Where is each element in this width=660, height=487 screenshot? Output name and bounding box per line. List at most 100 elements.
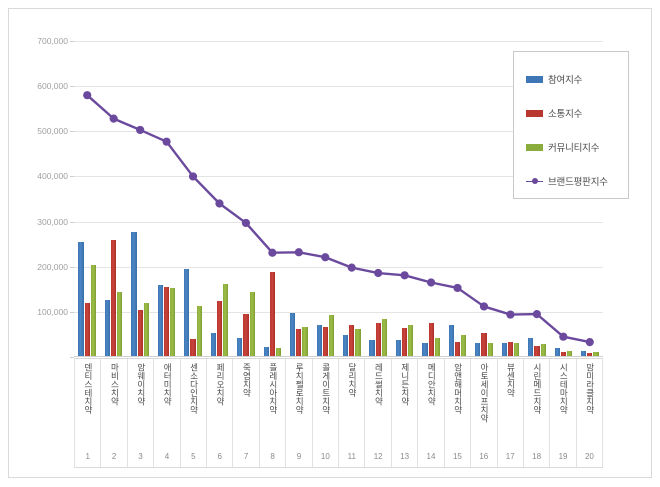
bar-1 bbox=[316, 324, 322, 357]
category-rank: 13 bbox=[400, 452, 410, 461]
y-axis-tick-label: 700,000 bbox=[37, 36, 68, 46]
bar-1 bbox=[104, 299, 111, 357]
legend-item[interactable]: 커뮤니티지수 bbox=[526, 130, 628, 164]
bar-group bbox=[577, 41, 603, 357]
category-rank: 20 bbox=[584, 452, 594, 461]
bar-1 bbox=[501, 343, 507, 357]
bar-1 bbox=[78, 241, 84, 357]
bar-1 bbox=[342, 335, 349, 357]
category-rank: 10 bbox=[320, 452, 330, 461]
category-label: 콜게이트치약 bbox=[321, 363, 331, 414]
legend-item[interactable]: 참여지수 bbox=[526, 62, 628, 96]
category-rank: 5 bbox=[191, 452, 196, 461]
bar-2 bbox=[163, 286, 170, 357]
category-rank: 2 bbox=[111, 452, 117, 461]
bar-3 bbox=[90, 265, 96, 357]
category-label: 플레시아치약 bbox=[268, 363, 278, 414]
category-cell: 암앤해머치약 15 bbox=[445, 359, 472, 467]
category-cell: 애터미치약 4 bbox=[154, 359, 181, 467]
bar-group bbox=[550, 41, 576, 357]
bar-group bbox=[259, 41, 285, 357]
category-label: 메디안치약 bbox=[426, 363, 436, 406]
category-rank: 16 bbox=[479, 452, 489, 461]
bar-1 bbox=[369, 340, 375, 357]
category-rank: 6 bbox=[217, 452, 222, 461]
category-label: 애터미치약 bbox=[162, 363, 172, 406]
chart-frame: 700,000 600,000 500,000 400,000 300,000 200,0… bbox=[8, 8, 652, 478]
legend-item[interactable]: 브랜드평판지수 bbox=[526, 164, 628, 198]
bar-group bbox=[233, 41, 259, 357]
category-rank: 9 bbox=[296, 452, 302, 461]
category-label: 달리치약 bbox=[347, 363, 357, 397]
bar-group bbox=[471, 41, 497, 357]
bar-2 bbox=[296, 329, 302, 357]
category-cell: 시린메드치약 18 bbox=[524, 359, 551, 467]
legend-label: 참여지수 bbox=[548, 75, 583, 86]
legend-label: 소통지수 bbox=[548, 109, 583, 120]
gridline bbox=[74, 41, 603, 42]
bar-group bbox=[206, 41, 232, 357]
x-axis-baseline bbox=[74, 356, 603, 357]
category-label: 죽염치약 bbox=[241, 363, 251, 397]
bar-1 bbox=[131, 231, 137, 357]
category-label: 센소다인치약 bbox=[189, 363, 199, 414]
bar-1 bbox=[554, 348, 560, 357]
category-cell: 제니든치약 13 bbox=[392, 359, 419, 467]
y-axis-tickmark bbox=[70, 86, 74, 88]
bar-2 bbox=[560, 351, 566, 357]
y-axis-tickmark bbox=[70, 311, 74, 313]
category-label: 뷰센치약 bbox=[505, 363, 515, 397]
bar-group bbox=[100, 41, 126, 357]
category-cell: 죽염치약 7 bbox=[233, 359, 260, 467]
bar-3 bbox=[434, 337, 440, 357]
category-cell: 달리치약 11 bbox=[339, 359, 366, 467]
bar-1 bbox=[263, 347, 269, 357]
category-cell: 레드썰치약 12 bbox=[365, 359, 392, 467]
bar-3 bbox=[117, 292, 123, 357]
legend-swatch-icon bbox=[526, 177, 543, 186]
category-cell: 센소다인치약 5 bbox=[181, 359, 208, 467]
category-cell: 루치펠로치약 9 bbox=[286, 359, 313, 467]
bar-group bbox=[286, 41, 312, 357]
category-cell: 플레시아치약 8 bbox=[260, 359, 287, 467]
bar-2 bbox=[349, 325, 355, 357]
bar-1 bbox=[184, 268, 190, 357]
bar-2 bbox=[84, 302, 90, 357]
legend-label: 브랜드평판지수 bbox=[548, 177, 608, 188]
bar-1 bbox=[422, 342, 428, 357]
category-rank: 11 bbox=[347, 452, 356, 461]
legend-item[interactable]: 소통지수 bbox=[526, 96, 628, 130]
category-label: 레드썰치약 bbox=[373, 363, 383, 406]
category-label: 시스테마치약 bbox=[558, 363, 568, 414]
bar-3 bbox=[355, 329, 361, 357]
bar-2 bbox=[137, 309, 143, 357]
bar-2 bbox=[587, 353, 593, 357]
bar-group bbox=[127, 41, 153, 357]
bar-2 bbox=[375, 322, 381, 357]
category-cell: 아토세이프치약 16 bbox=[471, 359, 498, 467]
bar-2 bbox=[190, 338, 196, 357]
category-axis-table: 덴티스테치약 1 마비스치약 2 암웨이치약 3 애터미치약 4 센소다인치약 5 페리오치약 6 죽염… bbox=[74, 358, 604, 468]
bar-group bbox=[418, 41, 444, 357]
bar-1 bbox=[448, 324, 454, 357]
bar-3 bbox=[461, 335, 467, 357]
bar-group bbox=[339, 41, 365, 357]
category-label: 마비스치약 bbox=[109, 363, 119, 406]
bar-1 bbox=[475, 343, 481, 357]
bar-group bbox=[312, 41, 338, 357]
bar-3 bbox=[408, 324, 414, 357]
category-rank: 12 bbox=[373, 452, 383, 461]
y-axis-tickmark bbox=[70, 221, 74, 223]
category-cell: 암웨이치약 3 bbox=[128, 359, 155, 467]
category-rank: 19 bbox=[558, 452, 568, 461]
bar-group bbox=[524, 41, 550, 357]
bar-3 bbox=[196, 306, 202, 357]
bar-3 bbox=[249, 291, 255, 357]
category-cell: 덴티스테치약 1 bbox=[74, 359, 102, 467]
bar-1 bbox=[581, 350, 587, 357]
bar-1 bbox=[210, 333, 216, 357]
bar-1 bbox=[157, 284, 163, 357]
bar-2 bbox=[402, 328, 408, 357]
category-rank: 4 bbox=[164, 452, 170, 461]
legend-swatch-icon bbox=[526, 75, 543, 83]
